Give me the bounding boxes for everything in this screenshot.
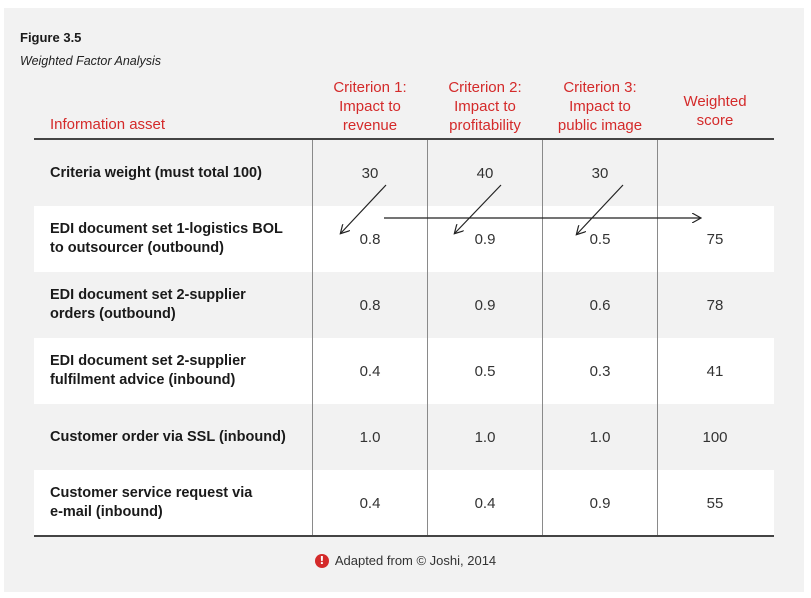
asset-name-line: Customer order via SSL (inbound) [50,428,286,445]
header-line: Criterion 2: [448,79,522,96]
table-top-rule [34,138,774,140]
criterion-1-value: 0.4 [359,494,381,512]
asset-name-line: orders (outbound) [50,306,176,322]
table-row: Customer service request via e-mail (inbo… [34,470,774,536]
header-line: Impact to [339,98,401,115]
criterion-2-value: 1.0 [474,428,496,446]
asset-name: Criteria weight (must total 100) [50,140,310,206]
asset-name-line: Customer service request via [50,485,253,501]
weighted-score-value: 75 [706,230,724,248]
header-information-asset: Information asset [50,116,166,133]
asset-name: Customer service request via e-mail (inbo… [50,470,310,536]
criterion-3-value: 30 [591,164,609,182]
figure-caption: Weighted Factor Analysis [20,54,162,68]
table-row: Customer order via SSL (inbound) 1.0 1.0 1.… [34,404,774,470]
header-line: public image [557,117,643,134]
diagonal-arrow-3 [577,184,624,234]
header-line: Impact to [454,98,516,115]
table-row: EDI document set 2-supplier fulfilment ad… [34,338,774,404]
criterion-3-value: 0.6 [589,296,611,314]
source-text: Adapted from © Joshi, 2014 [334,553,497,568]
asset-name: EDI document set 2-supplier fulfilment ad… [50,338,310,404]
column-divider [427,140,428,535]
asset-name-line: e-mail (inbound) [50,504,163,520]
header-line: profitability [449,117,521,134]
criterion-2-value: 0.9 [474,230,496,248]
asset-name-line: EDI document set 2-supplier [50,287,246,303]
diagonal-arrow-1 [341,184,387,233]
asset-name-line: EDI document set 2-supplier [50,353,246,369]
criterion-3-value: 0.5 [589,230,611,248]
header-criterion-1: Criterion 1: Impact to revenue [313,78,427,135]
header-line: score [696,112,734,129]
weighted-score-value: 41 [706,362,724,380]
criterion-2-value: 0.4 [474,494,496,512]
header-line: Criterion 1: [333,79,407,96]
asset-name-line: fulfilment advice (inbound) [50,372,236,388]
header-criterion-2: Criterion 2: Impact to profitability [428,78,542,135]
criterion-1-value: 1.0 [359,428,381,446]
table-row: EDI document set 2-supplier orders (outbo… [34,272,774,338]
header-criterion-3: Criterion 3: Impact to public image [543,78,657,135]
asset-name-line: to outsourcer (outbound) [50,240,224,256]
column-divider [542,140,543,535]
source-note: ! Adapted from © Joshi, 2014 [0,553,811,568]
table-bottom-rule [34,535,774,537]
diagonal-arrow-2 [455,184,502,233]
table-row: EDI document set 1-logistics BOL to outso… [34,206,774,272]
asset-name: EDI document set 1-logistics BOL to outso… [50,206,310,272]
criterion-1-value: 0.8 [359,296,381,314]
criterion-3-value: 0.3 [589,362,611,380]
table-row: Criteria weight (must total 100) 30 40 30 [34,140,774,206]
alert-icon: ! [314,553,329,568]
header-weighted-score: Weighted score [658,92,772,130]
header-line: Impact to [569,98,631,115]
criterion-1-value: 30 [361,164,379,182]
asset-name-line: Criteria weight (must total 100) [50,164,262,181]
criterion-1-value: 0.4 [359,362,381,380]
criterion-3-value: 0.9 [589,494,611,512]
criterion-3-value: 1.0 [589,428,611,446]
weighted-score-value: 55 [706,494,724,512]
asset-name-line: EDI document set 1-logistics BOL [50,221,283,237]
header-line: revenue [342,117,398,134]
criterion-2-value: 40 [476,164,494,182]
asset-name: EDI document set 2-supplier orders (outbo… [50,272,310,338]
header-line: Weighted [683,93,747,110]
criterion-2-value: 0.5 [474,362,496,380]
figure-label: Figure 3.5 [20,30,82,45]
header-line: Criterion 3: [563,79,637,96]
asset-name: Customer order via SSL (inbound) [50,404,310,470]
column-divider [312,140,313,535]
weighted-score-value: 78 [706,296,724,314]
column-divider [657,140,658,535]
weighted-score-value: 100 [702,428,728,446]
criterion-2-value: 0.9 [474,296,496,314]
criterion-1-value: 0.8 [359,230,381,248]
